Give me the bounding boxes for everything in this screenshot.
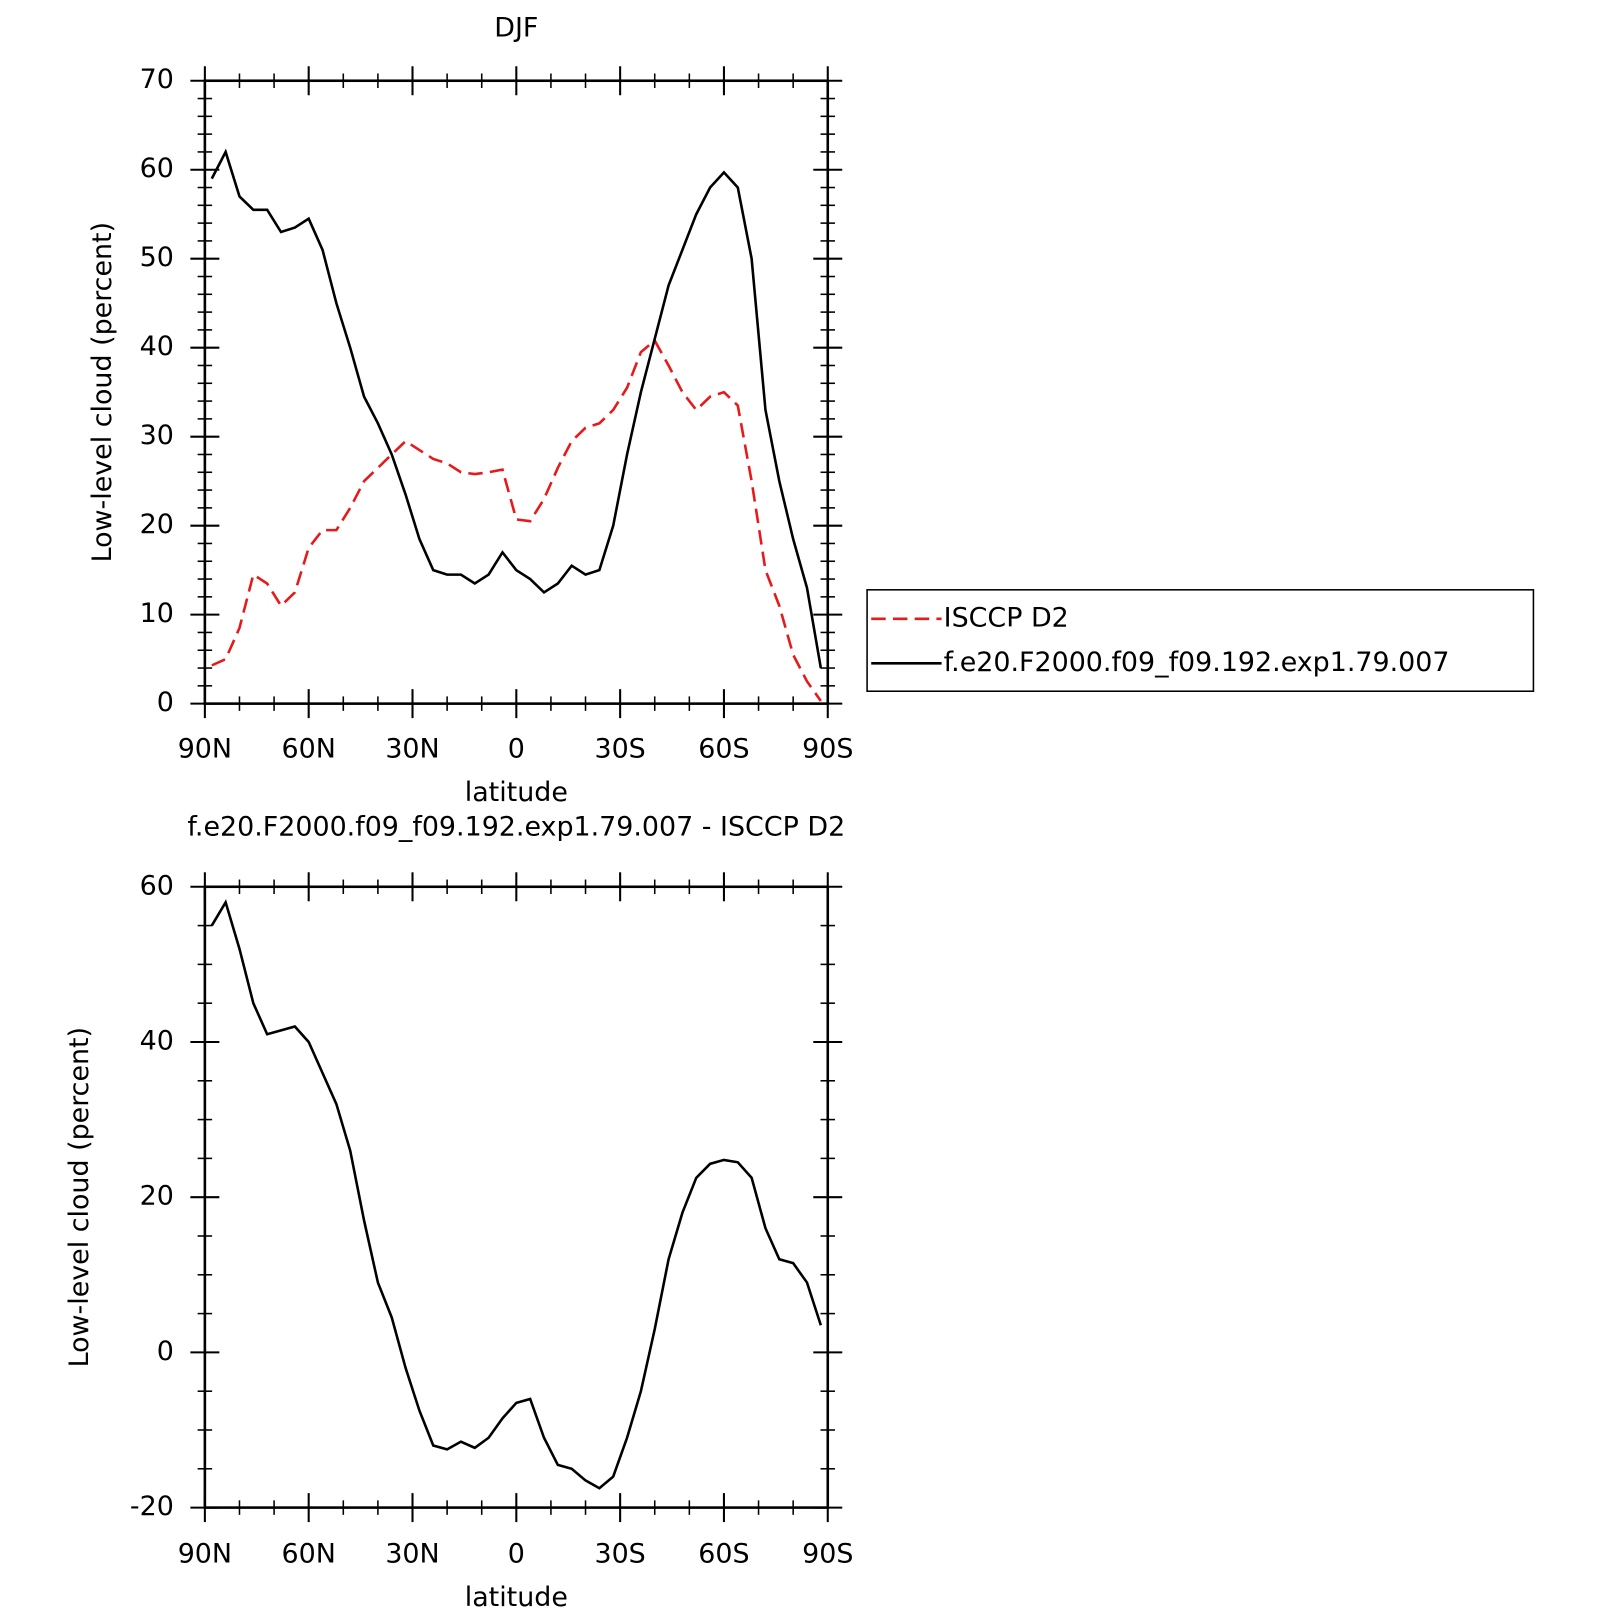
y-tick-label: 70 [140, 64, 174, 95]
y-tick-label: -20 [130, 1491, 174, 1522]
x-tick-label: 30N [385, 1539, 439, 1570]
y-tick-label: 50 [140, 242, 174, 273]
x-tick-label: 30S [594, 1539, 645, 1570]
x-tick-label: 60S [698, 734, 749, 765]
y-axis-label: Low-level cloud (percent) [64, 1027, 95, 1368]
y-tick-label: 60 [140, 870, 174, 901]
chart-title: DJF [494, 13, 538, 44]
chart-title: f.e20.F2000.f09_f09.192.exp1.79.007 - IS… [187, 811, 845, 842]
data-line [211, 338, 822, 702]
y-tick-label: 60 [140, 153, 174, 184]
legend-label: f.e20.F2000.f09_f09.192.exp1.79.007 [944, 647, 1450, 678]
y-tick-label: 40 [140, 1025, 174, 1056]
plot-frame [203, 79, 830, 705]
y-tick-label: 10 [140, 598, 174, 629]
legend-box [866, 589, 1535, 692]
x-tick-label: 60S [698, 1539, 749, 1570]
data-line [210, 148, 823, 669]
y-tick-label: 30 [140, 420, 174, 451]
y-tick-label: 0 [157, 687, 174, 718]
x-tick-label: 30N [385, 734, 439, 765]
x-tick-label: 0 [508, 734, 525, 765]
y-tick-label: 20 [140, 509, 174, 540]
x-axis-label: latitude [465, 1582, 568, 1608]
x-tick-label: 90S [802, 734, 853, 765]
legend-label: ISCCP D2 [944, 602, 1069, 633]
y-tick-label: 20 [140, 1181, 174, 1212]
x-tick-label: 90S [802, 1539, 853, 1570]
y-tick-label: 40 [140, 331, 174, 362]
data-line [210, 899, 823, 1490]
x-tick-label: 60N [282, 734, 336, 765]
y-axis-label: Low-level cloud (percent) [87, 222, 118, 562]
x-tick-label: 90N [178, 1539, 232, 1570]
x-tick-label: 0 [508, 1539, 525, 1570]
plot-frame [203, 885, 830, 1509]
x-tick-label: 90N [178, 734, 232, 765]
y-tick-label: 0 [157, 1336, 174, 1367]
x-tick-label: 60N [282, 1539, 336, 1570]
x-axis-label: latitude [465, 777, 568, 808]
x-tick-label: 30S [594, 734, 645, 765]
